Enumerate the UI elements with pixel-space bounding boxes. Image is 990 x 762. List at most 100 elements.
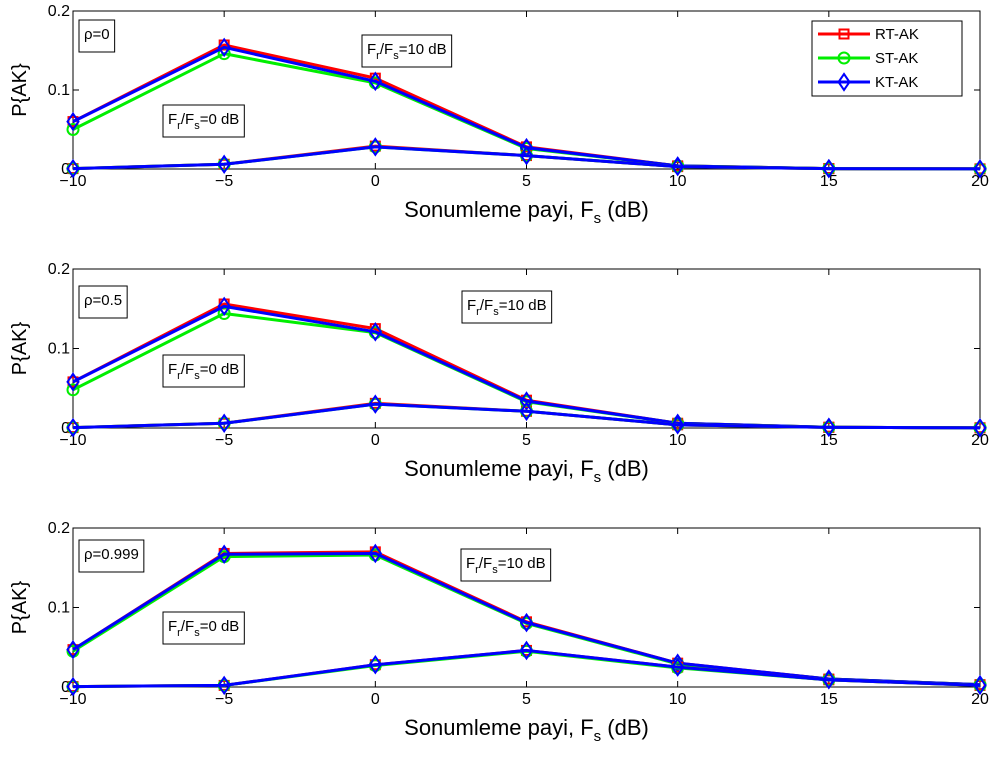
data-point xyxy=(368,71,383,92)
data-point xyxy=(822,158,836,179)
legend-marker xyxy=(837,72,851,92)
x-tick-label: 15 xyxy=(820,432,838,449)
data-point xyxy=(217,37,231,58)
x-axis-label: Sonumleme payi, Fs (dB) xyxy=(404,715,649,745)
series-line xyxy=(72,402,981,430)
x-axis-label: Sonumleme payi, Fs (dB) xyxy=(404,197,649,227)
ratio-label-10db: Fr/Fs=10 dB xyxy=(461,290,553,324)
ratio-label-0db: Fr/Fs=0 dB xyxy=(162,104,245,138)
x-tick-label: 10 xyxy=(669,173,687,190)
x-tick-label: −5 xyxy=(215,173,233,190)
subplot-2: −10 −5 0 5 10 15 20 0 0.1 0.2 P{AK} Sonumleme payi,… xyxy=(9,261,989,486)
data-point xyxy=(670,156,685,177)
rho-label-box: ρ=0.999 xyxy=(78,539,145,573)
legend-entry-rt-ak: RT-AK xyxy=(818,26,919,43)
legend: RT-AK ST-AK KT-AK xyxy=(811,20,963,97)
series-line xyxy=(72,648,981,689)
data-point xyxy=(519,401,534,422)
x-tick-label: 5 xyxy=(522,432,531,449)
legend-entry-st-ak: ST-AK xyxy=(818,50,918,67)
x-tick-label: 20 xyxy=(971,173,989,190)
x-tick-label: 20 xyxy=(971,691,989,708)
x-tick-label: 10 xyxy=(669,691,687,708)
data-point xyxy=(368,394,383,414)
ratio-label-10db: Fr/Fs=10 dB xyxy=(460,548,552,582)
data-point xyxy=(973,675,987,696)
data-point xyxy=(66,372,80,392)
data-point xyxy=(66,158,80,179)
x-tick-label: 15 xyxy=(820,691,838,708)
data-point xyxy=(973,418,987,438)
legend-marker xyxy=(838,28,850,40)
data-point xyxy=(519,145,534,166)
ratio-label-0db-text: Fr/Fs=0 dB xyxy=(168,111,239,132)
data-point xyxy=(519,612,534,633)
ratio-label-0db: Fr/Fs=0 dB xyxy=(162,354,245,388)
x-tick-label: 0 xyxy=(371,691,380,708)
data-point xyxy=(368,654,383,675)
x-tick-label: −5 xyxy=(215,432,233,449)
y-tick-label: 0 xyxy=(61,420,70,437)
data-point xyxy=(822,417,836,438)
legend-label: KT-AK xyxy=(875,74,918,91)
rho-label-box-text: ρ=0.5 xyxy=(84,292,122,309)
rho-label-box-text: ρ=0.999 xyxy=(84,546,139,563)
data-point xyxy=(368,543,383,564)
data-point xyxy=(217,296,231,317)
data-point xyxy=(519,640,534,661)
x-tick-label: 15 xyxy=(820,173,838,190)
data-point xyxy=(822,670,836,690)
data-point xyxy=(66,676,80,697)
series-kt-ak-0db xyxy=(66,394,987,438)
rho-label-box: ρ=0.5 xyxy=(78,285,128,319)
series-kt-ak-0db xyxy=(66,137,987,179)
y-axis-label: P{AK} xyxy=(9,63,31,117)
y-tick-label: 0.1 xyxy=(48,82,70,99)
legend-marker xyxy=(837,51,851,65)
data-point xyxy=(217,154,231,175)
x-tick-label: 20 xyxy=(971,432,989,449)
legend-entry-kt-ak: KT-AK xyxy=(818,72,918,92)
data-point xyxy=(670,657,685,677)
ratio-label-10db: Fr/Fs=10 dB xyxy=(361,34,453,68)
legend-label: RT-AK xyxy=(875,26,919,43)
ratio-label-0db: Fr/Fs=0 dB xyxy=(162,611,245,645)
data-point xyxy=(66,111,80,132)
y-tick-label: 0.2 xyxy=(48,520,70,537)
y-tick-label: 0.1 xyxy=(48,600,70,617)
y-tick-label: 0.2 xyxy=(48,261,70,278)
x-tick-label: 10 xyxy=(669,432,687,449)
data-point xyxy=(217,413,231,433)
series-line xyxy=(72,145,981,171)
x-tick-label: −5 xyxy=(215,691,233,708)
subplot-3: −10 −5 0 5 10 15 20 0 0.1 0.2 P{AK} Sonumleme payi,… xyxy=(9,520,989,745)
data-point xyxy=(217,544,231,565)
series-kt-ak-0db xyxy=(66,640,987,697)
y-tick-label: 0.1 xyxy=(48,341,70,358)
ratio-label-10db-text: Fr/Fs=10 dB xyxy=(467,297,547,318)
data-point xyxy=(368,137,383,157)
data-point xyxy=(217,675,231,696)
data-point xyxy=(368,322,383,342)
y-axis-label: P{AK} xyxy=(9,321,31,375)
y-axis-label: P{AK} xyxy=(9,580,31,634)
data-point xyxy=(66,417,80,438)
rho-label-box: ρ=0 xyxy=(78,19,116,53)
x-tick-label: 0 xyxy=(371,432,380,449)
x-tick-label: 5 xyxy=(522,173,531,190)
data-point xyxy=(66,383,80,397)
y-tick-label: 0.2 xyxy=(48,3,70,20)
ratio-label-0db-text: Fr/Fs=0 dB xyxy=(168,361,239,382)
y-tick-label: 0 xyxy=(61,161,70,178)
x-tick-label: −10 xyxy=(59,432,86,449)
data-point xyxy=(973,159,987,179)
data-point xyxy=(66,123,80,136)
rho-label-box-text: ρ=0 xyxy=(84,26,110,43)
data-point xyxy=(66,639,80,660)
subplot-1: −10 −5 0 5 10 15 20 0 0.1 0.2 P{AK} Sonumleme payi,… xyxy=(9,3,989,227)
x-axis-label: Sonumleme payi, Fs (dB) xyxy=(404,456,649,486)
x-tick-label: 5 xyxy=(522,691,531,708)
x-tick-label: 0 xyxy=(371,173,380,190)
ratio-label-10db-text: Fr/Fs=10 dB xyxy=(466,555,546,576)
